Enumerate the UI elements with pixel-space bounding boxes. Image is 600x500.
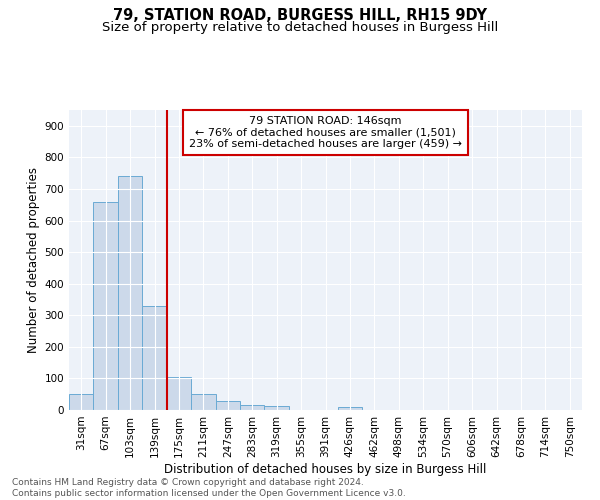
Bar: [215, 402, 240, 410]
Bar: [118, 176, 142, 410]
Bar: [142, 306, 167, 410]
Text: Size of property relative to detached houses in Burgess Hill: Size of property relative to detached ho…: [102, 21, 498, 34]
Text: 79 STATION ROAD: 146sqm
← 76% of detached houses are smaller (1,501)
23% of semi: 79 STATION ROAD: 146sqm ← 76% of detache…: [189, 116, 462, 149]
Text: Contains HM Land Registry data © Crown copyright and database right 2024.
Contai: Contains HM Land Registry data © Crown c…: [12, 478, 406, 498]
Bar: [265, 406, 289, 410]
Bar: [167, 377, 191, 410]
Bar: [69, 394, 94, 410]
Text: 79, STATION ROAD, BURGESS HILL, RH15 9DY: 79, STATION ROAD, BURGESS HILL, RH15 9DY: [113, 8, 487, 22]
Bar: [94, 202, 118, 410]
Bar: [338, 407, 362, 410]
Y-axis label: Number of detached properties: Number of detached properties: [28, 167, 40, 353]
X-axis label: Distribution of detached houses by size in Burgess Hill: Distribution of detached houses by size …: [164, 462, 487, 475]
Bar: [191, 394, 215, 410]
Bar: [240, 404, 265, 410]
